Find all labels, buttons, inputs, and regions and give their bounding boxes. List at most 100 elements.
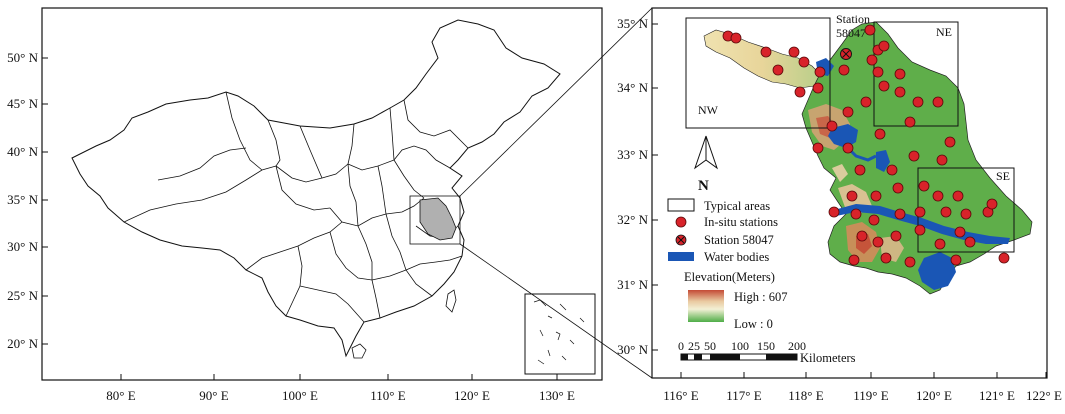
station-marker — [864, 24, 876, 36]
scale-tick-0: 0 — [678, 339, 684, 353]
station-marker — [944, 136, 956, 148]
station-marker — [760, 46, 772, 58]
station-marker — [860, 96, 872, 108]
china-ylabel-35: 35° N — [7, 192, 38, 207]
jiangsu-y-axis: 35° N 34° N 33° N 32° N 31° N 30° N — [617, 16, 658, 357]
jiangsu-ylabel-32: 32° N — [617, 212, 648, 227]
station-marker — [908, 150, 920, 162]
station-marker — [914, 224, 926, 236]
china-xlabel-90: 90° E — [199, 388, 228, 403]
ne-region-label: NE — [936, 25, 952, 39]
china-ylabel-25: 25° N — [7, 288, 38, 303]
station-marker — [894, 208, 906, 220]
station-marker — [842, 142, 854, 154]
station-marker — [838, 64, 850, 76]
china-y-axis: 50° N 45° N 40° N 35° N 30° N 25° N 20° … — [7, 50, 48, 351]
jiangsu-xlabel-116: 116° E — [663, 388, 698, 403]
china-xlabel-110: 110° E — [370, 388, 405, 403]
station-marker — [918, 180, 930, 192]
station-marker — [880, 252, 892, 264]
china-xlabel-80: 80° E — [106, 388, 135, 403]
station-marker — [998, 252, 1010, 264]
elevation-high-label: High : 607 — [734, 290, 787, 304]
station-marker — [964, 236, 976, 248]
zoom-connectors — [459, 7, 653, 379]
legend-water-swatch — [668, 252, 694, 261]
scale-tick-50: 50 — [704, 339, 716, 353]
jiangsu-x-axis: 116° E 117° E 118° E 119° E 120° E 121° … — [663, 372, 1062, 403]
scale-tick-200: 200 — [788, 339, 806, 353]
station-marker — [904, 116, 916, 128]
jiangsu-xlabel-122: 122° E — [1026, 388, 1062, 403]
legend-typical-areas-label: Typical areas — [704, 199, 770, 213]
station-marker — [986, 198, 998, 210]
scale-tick-25: 25 — [688, 339, 700, 353]
scale-unit-label: Kilometers — [800, 351, 856, 365]
station-marker — [878, 80, 890, 92]
nw-region-box — [685, 17, 831, 129]
china-map-panel: 50° N 45° N 40° N 35° N 30° N 25° N 20° … — [7, 7, 603, 403]
scale-tick-100: 100 — [731, 339, 749, 353]
jiangsu-ylabel-31: 31° N — [617, 277, 648, 292]
se-region-label: SE — [996, 169, 1010, 183]
jiangsu-xlabel-117: 117° E — [726, 388, 761, 403]
station-marker — [854, 164, 866, 176]
jiangsu-xlabel-119: 119° E — [853, 388, 888, 403]
elevation-low-label: Low : 0 — [734, 317, 773, 331]
legend-typical-areas-swatch — [667, 198, 695, 212]
elevation-legend-title: Elevation(Meters) — [684, 270, 775, 284]
water-bodies — [816, 58, 1010, 290]
china-ylabel-30: 30° N — [7, 239, 38, 254]
station-label-line2: 58047 — [836, 26, 866, 40]
station-marker — [788, 46, 800, 58]
station-marker — [952, 190, 964, 202]
station-marker — [932, 96, 944, 108]
station-marker — [794, 86, 806, 98]
station-marker — [866, 54, 878, 66]
jiangsu-map-panel: 35° N 34° N 33° N 32° N 31° N 30° N 116°… — [617, 7, 1062, 403]
nw-region-label: NW — [698, 103, 719, 117]
station-marker — [894, 68, 906, 80]
china-ylabel-50: 50° N — [7, 50, 38, 65]
station-marker — [870, 190, 882, 202]
station-label-line1: Station — [836, 12, 870, 26]
jiangsu-ylabel-30: 30° N — [617, 342, 648, 357]
station-marker — [842, 106, 854, 118]
legend-insitu-swatch — [675, 216, 687, 228]
station-marker — [868, 214, 880, 226]
station-marker — [772, 64, 784, 76]
station-marker — [874, 128, 886, 140]
legend-station-58047-swatch — [675, 234, 687, 246]
station-marker — [890, 230, 902, 242]
station-marker — [848, 254, 860, 266]
station-58047-marker — [840, 48, 852, 60]
station-marker — [954, 226, 966, 238]
china-xlabel-120: 120° E — [454, 388, 490, 403]
station-marker — [730, 32, 742, 44]
station-marker — [934, 238, 946, 250]
station-marker — [812, 142, 824, 154]
hainan-island — [351, 343, 367, 359]
station-marker — [936, 154, 948, 166]
scale-bar: 0 25 50 100 150 200 Kilometers — [678, 339, 856, 365]
jiangsu-ylabel-34: 34° N — [617, 80, 648, 95]
china-ylabel-40: 40° N — [7, 144, 38, 159]
china-outline — [71, 19, 561, 358]
north-arrow-label: N — [698, 178, 709, 194]
station-marker — [872, 66, 884, 78]
insitu-stations — [722, 24, 1010, 268]
legend-water-label: Water bodies — [704, 250, 769, 264]
china-xlabel-100: 100° E — [282, 388, 318, 403]
station-marker — [846, 190, 858, 202]
station-marker — [912, 96, 924, 108]
jiangsu-xlabel-118: 118° E — [788, 388, 823, 403]
station-marker — [850, 208, 862, 220]
station-marker — [828, 206, 840, 218]
legend-insitu-label: In-situ stations — [704, 215, 778, 229]
jiangsu-ylabel-33: 33° N — [617, 147, 648, 162]
station-marker — [914, 206, 926, 218]
taiwan-island — [445, 289, 457, 313]
station-marker — [932, 190, 944, 202]
station-marker — [814, 66, 826, 78]
